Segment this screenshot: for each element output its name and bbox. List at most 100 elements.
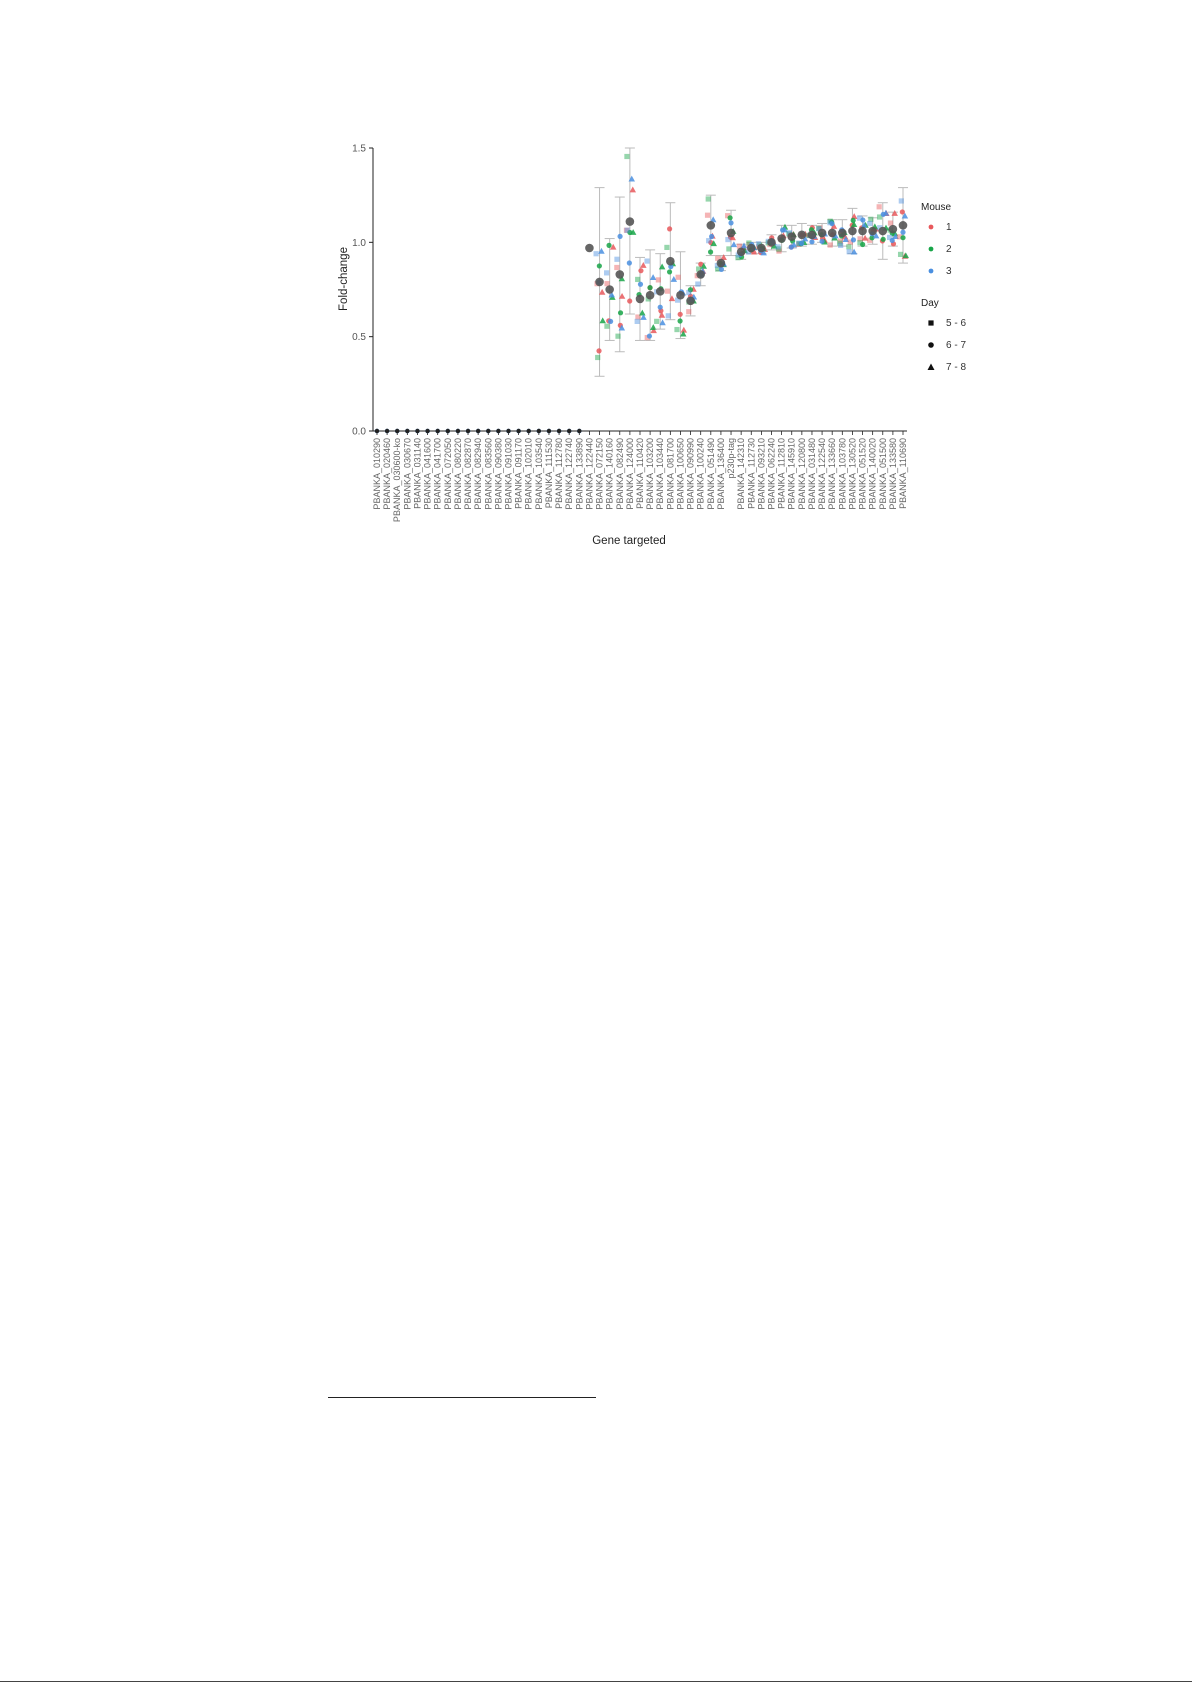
x-tick-label: PBANKA_090990 <box>686 438 696 510</box>
x-tick-label: PBANKA_111530 <box>544 438 554 508</box>
x-tick-label: PBANKA_110420 <box>635 438 645 509</box>
mean-point <box>838 228 847 238</box>
x-tick-label: PBANKA_142310 <box>736 438 746 510</box>
replicate-point <box>650 324 657 331</box>
page-bottom-rule <box>0 1681 1192 1682</box>
replicate-point <box>860 221 868 228</box>
mean-point <box>676 290 685 300</box>
replicate-point <box>899 209 905 215</box>
replicate-point <box>657 304 663 310</box>
replicate-point <box>644 258 650 264</box>
x-tick-label: PBANKA_082870 <box>463 438 473 510</box>
x-tick-label: PBANKA_051520 <box>858 438 868 510</box>
replicate-point <box>796 240 802 246</box>
replicate-point <box>740 242 748 249</box>
x-tick-label: PBANKA_112810 <box>777 438 787 509</box>
replicate-point <box>628 175 635 182</box>
replicate-point <box>596 348 602 354</box>
replicate-point <box>624 153 630 160</box>
replicate-point <box>674 326 680 333</box>
mean-point <box>546 428 552 434</box>
x-tick-label: PBANKA_103780 <box>837 438 847 510</box>
mean-point <box>405 428 410 434</box>
replicate-point <box>668 295 676 302</box>
replicate-point <box>677 318 683 324</box>
replicate-point <box>615 333 621 339</box>
replicate-point <box>901 212 909 219</box>
mean-point <box>645 290 655 300</box>
replicate-point <box>856 215 863 221</box>
replicate-point <box>790 241 798 248</box>
x-tick-label: PBANKA_102010 <box>524 438 534 510</box>
x-tick-label: PBANKA_133580 <box>888 438 898 510</box>
replicate-point <box>877 225 883 231</box>
legend: Mouse 1 2 3 Day 5 - 6 6 - 7 7 - 8 <box>921 202 966 373</box>
replicate-point <box>842 236 850 243</box>
mean-point <box>615 270 625 279</box>
replicate-point <box>698 261 704 267</box>
replicate-point <box>880 236 886 242</box>
replicate-point <box>598 288 606 295</box>
replicate-point <box>638 268 644 274</box>
mean-point <box>415 428 420 434</box>
x-tick-label: PBANKA_140160 <box>605 438 615 510</box>
replicate-point <box>646 333 653 339</box>
replicate-point <box>846 249 852 255</box>
x-tick-label: PBANKA_051490 <box>706 438 716 510</box>
y-tick-label: 0.5 <box>352 332 366 343</box>
mean-point <box>566 428 572 434</box>
x-tick-label: PBANKA_122440 <box>584 438 594 510</box>
x-tick-label: PBANKA_100650 <box>675 438 685 510</box>
replicate-point <box>706 238 712 244</box>
replicate-point <box>736 243 743 249</box>
replicate-point <box>599 317 606 324</box>
mean-point <box>496 428 501 434</box>
x-tick-label: PBANKA_041600 <box>423 438 433 510</box>
x-tick-label: PBANKA_103200 <box>645 438 655 510</box>
x-tick-label: PBANKA_081700 <box>665 438 675 510</box>
replicate-point <box>867 237 873 243</box>
y-axis-label: Fold-change <box>338 247 350 311</box>
legend-day-marker <box>928 320 934 326</box>
mean-point <box>425 428 430 434</box>
replicate-point <box>720 254 727 261</box>
x-tick-label: PBANKA_112780 <box>554 438 564 509</box>
replicate-point <box>614 264 620 271</box>
mean-point <box>888 224 898 234</box>
replicate-point <box>664 244 670 251</box>
replicate-point <box>709 233 715 240</box>
x-tick-label: PBANKA_103440 <box>655 438 665 510</box>
replicate-point <box>900 235 906 241</box>
mean-point <box>536 428 542 434</box>
replicate-point <box>604 323 610 329</box>
mean-point <box>736 247 746 257</box>
replicate-point <box>627 298 633 304</box>
mean-point <box>706 221 716 230</box>
replicate-point <box>847 239 853 245</box>
mean-point <box>384 428 390 434</box>
replicate-point <box>623 227 630 233</box>
replicate-point <box>639 309 646 316</box>
replicate-point <box>680 326 688 333</box>
replicate-point <box>626 260 632 266</box>
replicate-point <box>891 230 899 237</box>
x-tick-label: PBANKA_093210 <box>756 438 766 510</box>
x-tick-label: PBANKA_010290 <box>372 438 382 510</box>
x-tick-label: PBANKA_080220 <box>453 438 463 510</box>
replicate-point <box>776 248 782 254</box>
mean-point <box>635 294 645 304</box>
mean-point <box>655 287 665 296</box>
legend-day-label: 5 - 6 <box>946 318 966 329</box>
replicate-point <box>637 281 644 287</box>
legend-mouse-marker <box>928 268 934 274</box>
replicate-point <box>781 226 788 233</box>
replicate-point <box>654 318 660 324</box>
replicate-point <box>830 222 838 229</box>
replicate-point <box>658 263 666 270</box>
replicate-point <box>809 239 815 245</box>
replicate-point <box>635 276 641 283</box>
replicate-point <box>618 324 626 331</box>
replicate-point <box>728 220 734 226</box>
replicate-point <box>670 275 678 282</box>
footnote-separator <box>328 1397 596 1398</box>
